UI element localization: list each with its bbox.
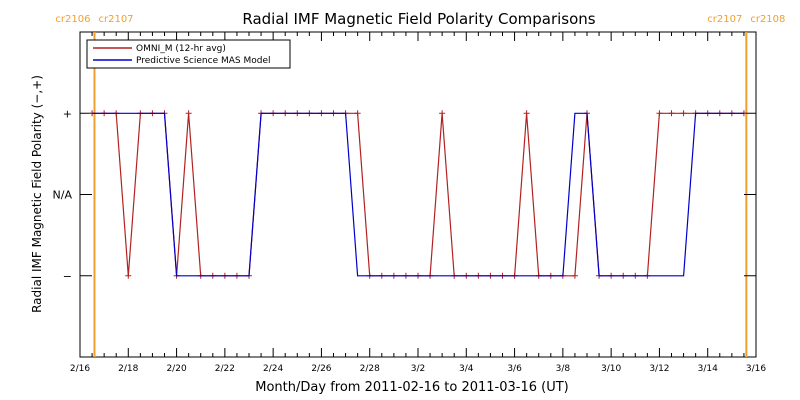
rotation-label-right: cr2108 — [750, 14, 785, 25]
x-tick-label: 2/18 — [118, 364, 138, 374]
x-tick-label: 3/14 — [698, 364, 718, 374]
legend-label-omni: OMNI_M (12-hr avg) — [136, 44, 226, 54]
chart-title: Radial IMF Magnetic Field Polarity Compa… — [242, 10, 595, 28]
x-axis-label: Month/Day from 2011-02-16 to 2011-03-16 … — [255, 380, 568, 395]
data-point-omni — [668, 110, 675, 117]
data-point-omni — [354, 110, 361, 117]
y-tick-label: − — [63, 270, 72, 283]
x-tick-label: 3/4 — [459, 364, 474, 374]
legend-box — [86, 39, 291, 69]
y-axis-label: Radial IMF Magnetic Field Polarity (−,+) — [30, 75, 44, 313]
data-point-omni — [680, 110, 687, 117]
x-tick-label: 2/20 — [166, 364, 186, 374]
x-tick-label: 2/28 — [360, 364, 380, 374]
data-point-omni — [125, 272, 132, 279]
data-series — [89, 110, 747, 279]
x-tick-label: 3/12 — [649, 364, 669, 374]
x-tick-label: 2/26 — [311, 364, 331, 374]
x-tick-label: 3/16 — [746, 364, 766, 374]
y-tick-label: N/A — [53, 189, 73, 202]
legend: OMNI_M (12-hr avg) Predictive Science MA… — [86, 39, 291, 69]
x-tick-label: 2/16 — [70, 364, 90, 374]
y-tick-label: + — [63, 107, 72, 120]
series-line-1 — [92, 112, 744, 277]
x-tick-label: 3/10 — [601, 364, 621, 374]
data-point-omni — [439, 110, 446, 117]
data-point-omni — [571, 272, 578, 279]
x-tick-label: 3/8 — [556, 364, 571, 374]
data-point-omni — [656, 110, 663, 117]
rotation-label-right: cr2107 — [98, 14, 133, 25]
x-tick-label: 3/2 — [411, 364, 425, 374]
x-tick-label: 3/6 — [507, 364, 522, 374]
axes: 2/16 2/18 2/20 2/22 2/24 2/26 2/28 3/2 3/4 3/6 3/8… — [53, 32, 766, 374]
x-tick-label: 2/22 — [215, 364, 235, 374]
x-tick-label: 2/24 — [263, 364, 283, 374]
series-line-0 — [92, 112, 744, 277]
rotation-label-left: cr2106 — [55, 14, 90, 25]
legend-label-mas: Predictive Science MAS Model — [136, 56, 271, 66]
plot-frame — [79, 31, 757, 358]
data-point-omni — [185, 110, 192, 117]
rotation-label-left: cr2107 — [707, 14, 742, 25]
data-point-omni — [523, 110, 530, 117]
